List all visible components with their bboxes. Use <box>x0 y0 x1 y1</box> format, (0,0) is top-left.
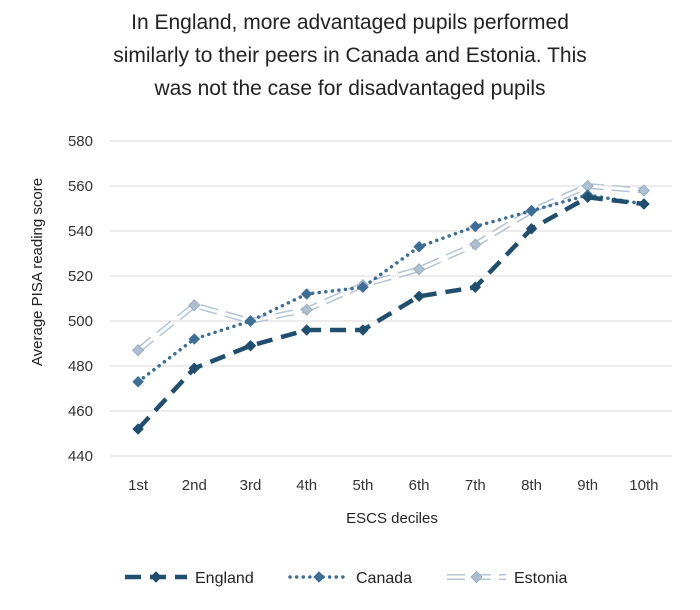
point-estonia <box>413 263 426 276</box>
point-estonia <box>132 344 145 357</box>
y-tick-label: 480 <box>68 358 93 375</box>
x-axis-ticks: 1st 2nd 3rd 4th 5th 6th 7th 8th 9th 10th <box>128 477 658 494</box>
legend: England Canada Estonia <box>125 570 567 587</box>
x-tick-label: 4th <box>296 477 317 494</box>
x-tick-label: 8th <box>521 477 542 494</box>
legend-item-canada: Canada <box>288 570 412 587</box>
point-canada <box>413 240 425 253</box>
point-england <box>638 198 650 210</box>
x-tick-label: 9th <box>577 477 598 494</box>
legend-label-estonia: Estonia <box>514 570 567 587</box>
x-axis-label: ESCS deciles <box>346 510 438 527</box>
legend-marker-england <box>150 571 162 583</box>
point-canada <box>188 333 201 345</box>
point-england <box>413 290 425 303</box>
line-england <box>136 195 645 431</box>
x-tick-label: 7th <box>465 477 486 494</box>
legend-marker-canada <box>313 571 325 583</box>
legend-item-england: England <box>125 570 254 587</box>
x-tick-label: 3rd <box>240 477 262 494</box>
y-tick-label: 580 <box>68 133 93 150</box>
series-lines <box>132 179 650 435</box>
chart-title-line-1: In England, more advantaged pupils perfo… <box>131 11 569 34</box>
point-england <box>469 281 482 294</box>
y-tick-label: 560 <box>68 178 93 195</box>
chart-title-line-2: similarly to their peers in Canada and E… <box>113 44 587 67</box>
point-canada <box>469 220 482 233</box>
y-axis-ticks: 440 460 480 500 520 540 560 580 <box>68 133 93 465</box>
point-estonia <box>188 299 201 312</box>
point-canada <box>525 204 538 217</box>
point-england <box>581 191 594 204</box>
point-england <box>188 362 201 375</box>
series-england <box>132 191 650 435</box>
y-tick-label: 460 <box>68 403 93 420</box>
point-england <box>132 423 144 435</box>
series-canada <box>132 189 650 388</box>
point-canada <box>244 315 257 327</box>
x-tick-label: 2nd <box>182 477 207 494</box>
line-canada <box>136 193 646 384</box>
y-tick-label: 540 <box>68 223 93 240</box>
x-tick-label: 10th <box>629 477 658 494</box>
point-england <box>525 222 538 235</box>
point-england <box>300 324 313 336</box>
legend-label-england: England <box>195 570 254 587</box>
y-tick-label: 440 <box>68 448 93 465</box>
point-england <box>244 339 257 352</box>
legend-item-estonia: Estonia <box>447 570 567 587</box>
y-axis-label: Average PISA reading score <box>29 178 46 366</box>
point-estonia <box>637 184 650 197</box>
chart-title-line-3: was not the case for disadvantaged pupil… <box>154 77 546 100</box>
chart-title: In England, more advantaged pupils perfo… <box>0 6 700 105</box>
y-tick-label: 520 <box>68 268 93 285</box>
x-tick-label: 1st <box>128 477 149 494</box>
y-tick-label: 500 <box>68 313 93 330</box>
legend-label-canada: Canada <box>356 570 412 587</box>
legend-marker-estonia <box>470 570 483 584</box>
point-england <box>357 324 369 336</box>
point-canada <box>132 375 144 388</box>
point-estonia <box>300 303 313 316</box>
point-estonia <box>469 238 482 251</box>
point-canada <box>357 281 369 294</box>
series-estonia <box>132 179 650 357</box>
x-tick-label: 5th <box>352 477 373 494</box>
x-tick-label: 6th <box>409 477 430 494</box>
gridlines <box>110 140 672 457</box>
point-canada <box>300 288 313 300</box>
